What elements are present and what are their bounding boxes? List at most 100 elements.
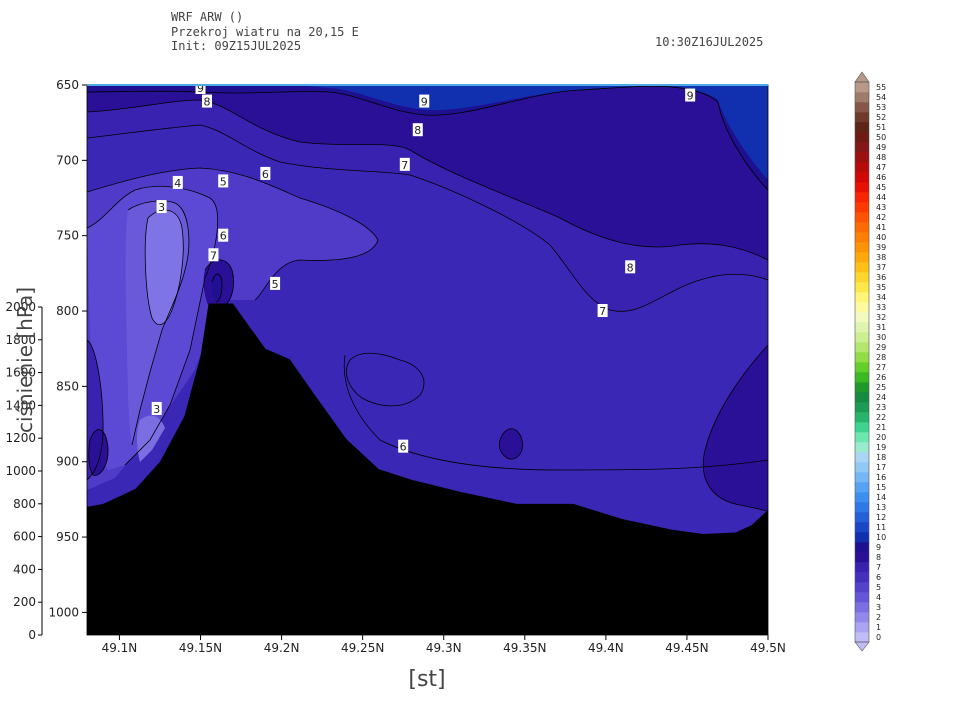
colorbar-segment (855, 212, 869, 223)
band-7-right (703, 345, 768, 512)
colorbar-segment (855, 92, 869, 103)
x-axis-label: [st] (408, 667, 445, 692)
colorbar-label: 34 (876, 293, 886, 302)
contour-label-box (195, 85, 206, 95)
height-tick-label: 800 (13, 497, 36, 511)
height-tick-label: 0 (28, 628, 36, 642)
contour-label-box (270, 276, 281, 290)
colorbar-label: 24 (876, 393, 886, 402)
colorbar-label: 37 (876, 263, 886, 272)
colorbar-segment (855, 122, 869, 133)
contour-label-box (201, 94, 212, 108)
colorbar-label: 8 (876, 553, 881, 562)
colorbar-segment (855, 432, 869, 443)
band-10 (300, 85, 768, 180)
pressure-tick-label: 800 (56, 304, 79, 318)
colorbar-label: 21 (876, 423, 886, 432)
contour-label-box (156, 200, 167, 214)
colorbar-label: 14 (876, 493, 886, 502)
colorbar-label: 31 (876, 323, 886, 332)
x-tick-label: 49.1N (102, 641, 138, 655)
contour-label: 7 (599, 305, 606, 318)
colorbar-segment (855, 232, 869, 243)
colorbar-segment (855, 292, 869, 303)
contour-label-box (260, 166, 271, 180)
colorbar-segment (855, 162, 869, 173)
contour-label-box (208, 248, 219, 262)
pressure-tick-label: 650 (56, 78, 79, 92)
colorbar-label: 11 (876, 523, 886, 532)
pressure-tick-label: 750 (56, 229, 79, 243)
colorbar-label: 23 (876, 403, 886, 412)
colorbar-segment (855, 272, 869, 283)
x-tick-label: 49.35N (503, 641, 546, 655)
colorbar-label: 28 (876, 353, 886, 362)
band-2 (145, 209, 184, 325)
colorbar-segment (855, 522, 869, 533)
colorbar-label: 51 (876, 123, 886, 132)
colorbar-segment (855, 192, 869, 203)
colorbar-label: 40 (876, 233, 886, 242)
colorbar-segment (855, 612, 869, 623)
height-tick-label: 400 (13, 562, 36, 576)
contour-label-box (151, 401, 162, 415)
colorbar-label: 15 (876, 483, 886, 492)
height-tick-label: 1600 (5, 366, 36, 380)
colorbar-label: 1 (876, 623, 881, 632)
contour-label-box (218, 174, 229, 188)
colorbar-label: 16 (876, 473, 886, 482)
colorbar-segment (855, 362, 869, 373)
colorbar-segment (855, 342, 869, 353)
contour-label-box (399, 157, 410, 171)
colorbar-label: 7 (876, 563, 881, 572)
plot-top-edge (87, 84, 768, 86)
colorbar-segment (855, 132, 869, 143)
colorbar-segment (855, 462, 869, 473)
contour-label: 7 (401, 159, 408, 172)
colorbar-segment (855, 102, 869, 113)
colorbar-label: 2 (876, 613, 881, 622)
pressure-tick-label: 850 (56, 379, 79, 393)
terrain (87, 303, 768, 635)
colorbar-label: 19 (876, 443, 886, 452)
height-tick-label: 1400 (5, 398, 36, 412)
colorbar-segment (855, 242, 869, 253)
colorbar-label: 48 (876, 153, 886, 162)
pressure-tick-label: 900 (56, 455, 79, 469)
header-valid-time: 10:30Z16JUL2025 (655, 35, 764, 49)
colorbar-label: 26 (876, 373, 886, 382)
contour-label-box (419, 94, 430, 108)
colorbar-segment (855, 452, 869, 463)
x-tick-label: 49.45N (665, 641, 708, 655)
colorbar-label: 25 (876, 383, 886, 392)
colorbar-segment (855, 392, 869, 403)
header-subtitle: Przekroj wiatru na 20,15 E (171, 25, 359, 39)
x-tick-label: 49.3N (426, 641, 462, 655)
colorbar-label: 27 (876, 363, 886, 372)
colorbar-bottom-arrow (854, 641, 870, 652)
colorbar: 0123456789101112131415161718192021222324… (854, 71, 886, 652)
x-tick-label: 49.4N (588, 641, 624, 655)
colorbar-segment (855, 112, 869, 123)
colorbar-label: 55 (876, 83, 886, 92)
contour-label-box (172, 175, 183, 189)
colorbar-label: 29 (876, 343, 886, 352)
contour-label: 4 (174, 177, 181, 190)
colorbar-segment (855, 402, 869, 413)
colorbar-label: 52 (876, 113, 886, 122)
contour-label: 9 (421, 96, 428, 109)
colorbar-segment (855, 582, 869, 593)
colorbar-label: 0 (876, 633, 881, 642)
height-tick-label: 1000 (5, 464, 36, 478)
y-axis-height: 0 200 400 600 800 1000 1200 1400 1600 1800 2000 (5, 300, 43, 642)
x-tick-label: 49.25N (341, 641, 384, 655)
contour-label-box (218, 228, 229, 242)
colorbar-label: 13 (876, 503, 886, 512)
height-tick-label: 2000 (5, 300, 36, 314)
colorbar-label: 5 (876, 583, 881, 592)
contour-label-box (625, 260, 636, 274)
height-tick-label: 600 (13, 530, 36, 544)
